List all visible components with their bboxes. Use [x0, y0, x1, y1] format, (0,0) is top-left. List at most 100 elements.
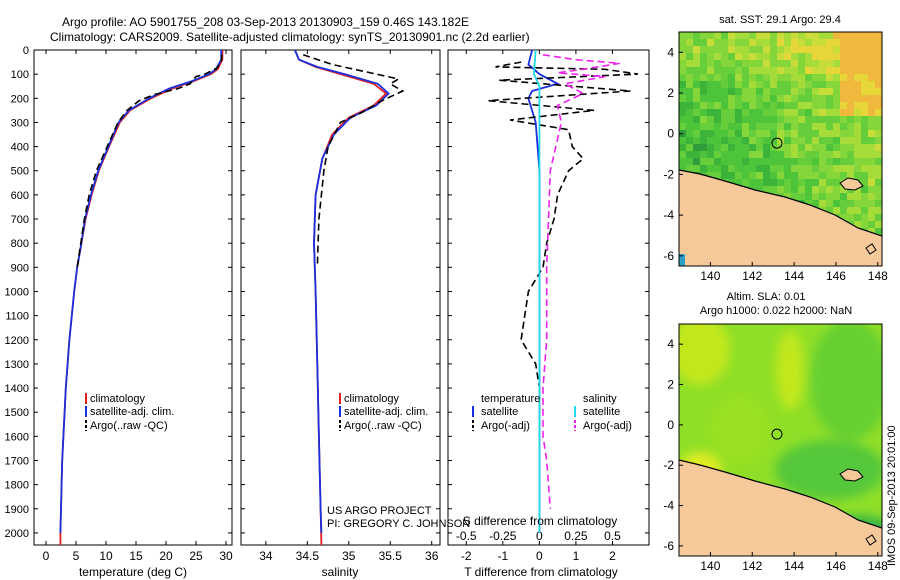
sst-cell — [770, 116, 777, 123]
sst-cell — [784, 151, 791, 158]
sst-cell — [770, 186, 777, 193]
sst-cell — [714, 46, 721, 53]
sst-cell — [798, 88, 805, 95]
sst-cell — [693, 74, 700, 81]
sst-cell — [686, 165, 693, 172]
sst-cell — [721, 158, 728, 165]
sst-cell — [812, 165, 819, 172]
sst-cell — [770, 46, 777, 53]
sst-cell — [847, 123, 854, 130]
sst-cell — [791, 88, 798, 95]
sst-cell — [875, 123, 882, 130]
sst-cell — [805, 46, 812, 53]
sst-cell — [777, 172, 784, 179]
sst-cell — [714, 95, 721, 102]
sst-cell — [784, 39, 791, 46]
sst-cell — [777, 123, 784, 130]
sst-cell — [875, 207, 882, 214]
sst-cell — [784, 137, 791, 144]
x-tick-label: 36 — [425, 549, 439, 563]
sst-map-coastline — [679, 169, 882, 237]
series-s-argo-adj- — [542, 54, 620, 509]
sst-cell — [826, 151, 833, 158]
sst-cell — [735, 165, 742, 172]
sst-cell — [728, 95, 735, 102]
sst-cell — [721, 109, 728, 116]
x-tick-label: 34 — [259, 549, 273, 563]
sst-cell — [770, 32, 777, 39]
depth-tick-label: 500 — [11, 166, 29, 178]
sst-cell — [791, 81, 798, 88]
sst-cell — [798, 151, 805, 158]
sst-cell — [770, 60, 777, 67]
depth-tick-label: 300 — [11, 117, 29, 129]
sst-cell — [854, 116, 861, 123]
sst-cell — [700, 130, 707, 137]
difference-axes — [447, 49, 650, 546]
sst-cell — [812, 179, 819, 186]
sst-cell — [805, 32, 812, 39]
sst-cell — [756, 67, 763, 74]
sst-cell — [833, 158, 840, 165]
sst-cell — [714, 116, 721, 123]
sst-cell — [679, 39, 686, 46]
sst-cell — [686, 95, 693, 102]
sst-cell — [861, 109, 868, 116]
map-y-tick-label: -2 — [663, 458, 674, 472]
map-y-tick-label: -4 — [663, 208, 674, 222]
sst-cell — [861, 172, 868, 179]
sst-cell — [868, 81, 875, 88]
depth-tick-label: 1800 — [5, 480, 29, 492]
sst-cell — [833, 186, 840, 193]
sst-cell — [742, 116, 749, 123]
sst-cell — [679, 74, 686, 81]
sst-cell — [868, 109, 875, 116]
sst-cell — [798, 165, 805, 172]
sst-cell — [854, 137, 861, 144]
sst-cell — [861, 95, 868, 102]
sst-cell — [721, 74, 728, 81]
sst-cell — [791, 46, 798, 53]
sst-cell — [833, 81, 840, 88]
sst-cell — [756, 151, 763, 158]
sst-cell — [854, 221, 861, 228]
sst-cell — [875, 158, 882, 165]
sst-cell — [693, 130, 700, 137]
sst-cell — [714, 88, 721, 95]
sst-cell — [826, 137, 833, 144]
sst-cell — [826, 179, 833, 186]
sst-cell — [847, 165, 854, 172]
sst-cell — [798, 95, 805, 102]
legend-satellite-label: satellite-adj. clim. — [344, 406, 428, 418]
sst-cell — [749, 165, 756, 172]
sst-cell — [728, 165, 735, 172]
salinity-ticks: 34 34.5 35 35.5 36 — [259, 50, 439, 563]
sst-cell — [686, 81, 693, 88]
sst-cell — [714, 39, 721, 46]
sst-cell — [868, 67, 875, 74]
sst-cell — [763, 130, 770, 137]
sst-cell — [784, 88, 791, 95]
x-tick-label: -2 — [461, 549, 472, 563]
sst-cell — [798, 123, 805, 130]
sst-cell — [840, 214, 847, 221]
sst-cell — [700, 81, 707, 88]
legend-climatology-label: climatology — [344, 393, 400, 405]
sst-cell — [854, 39, 861, 46]
t-difference-xlabel: T difference from climatology — [464, 565, 618, 579]
sst-cell — [749, 172, 756, 179]
sst-cell — [742, 179, 749, 186]
sst-cell — [861, 123, 868, 130]
sst-cell — [805, 165, 812, 172]
sst-cell — [777, 102, 784, 109]
sst-cell — [847, 32, 854, 39]
sst-cell — [826, 130, 833, 137]
sst-cell — [812, 88, 819, 95]
sst-cell — [777, 165, 784, 172]
depth-tick-label: 700 — [11, 214, 29, 226]
sst-cell — [805, 102, 812, 109]
sst-cell — [735, 53, 742, 60]
sst-cell — [679, 60, 686, 67]
sst-cell — [763, 60, 770, 67]
sst-cell — [833, 46, 840, 53]
